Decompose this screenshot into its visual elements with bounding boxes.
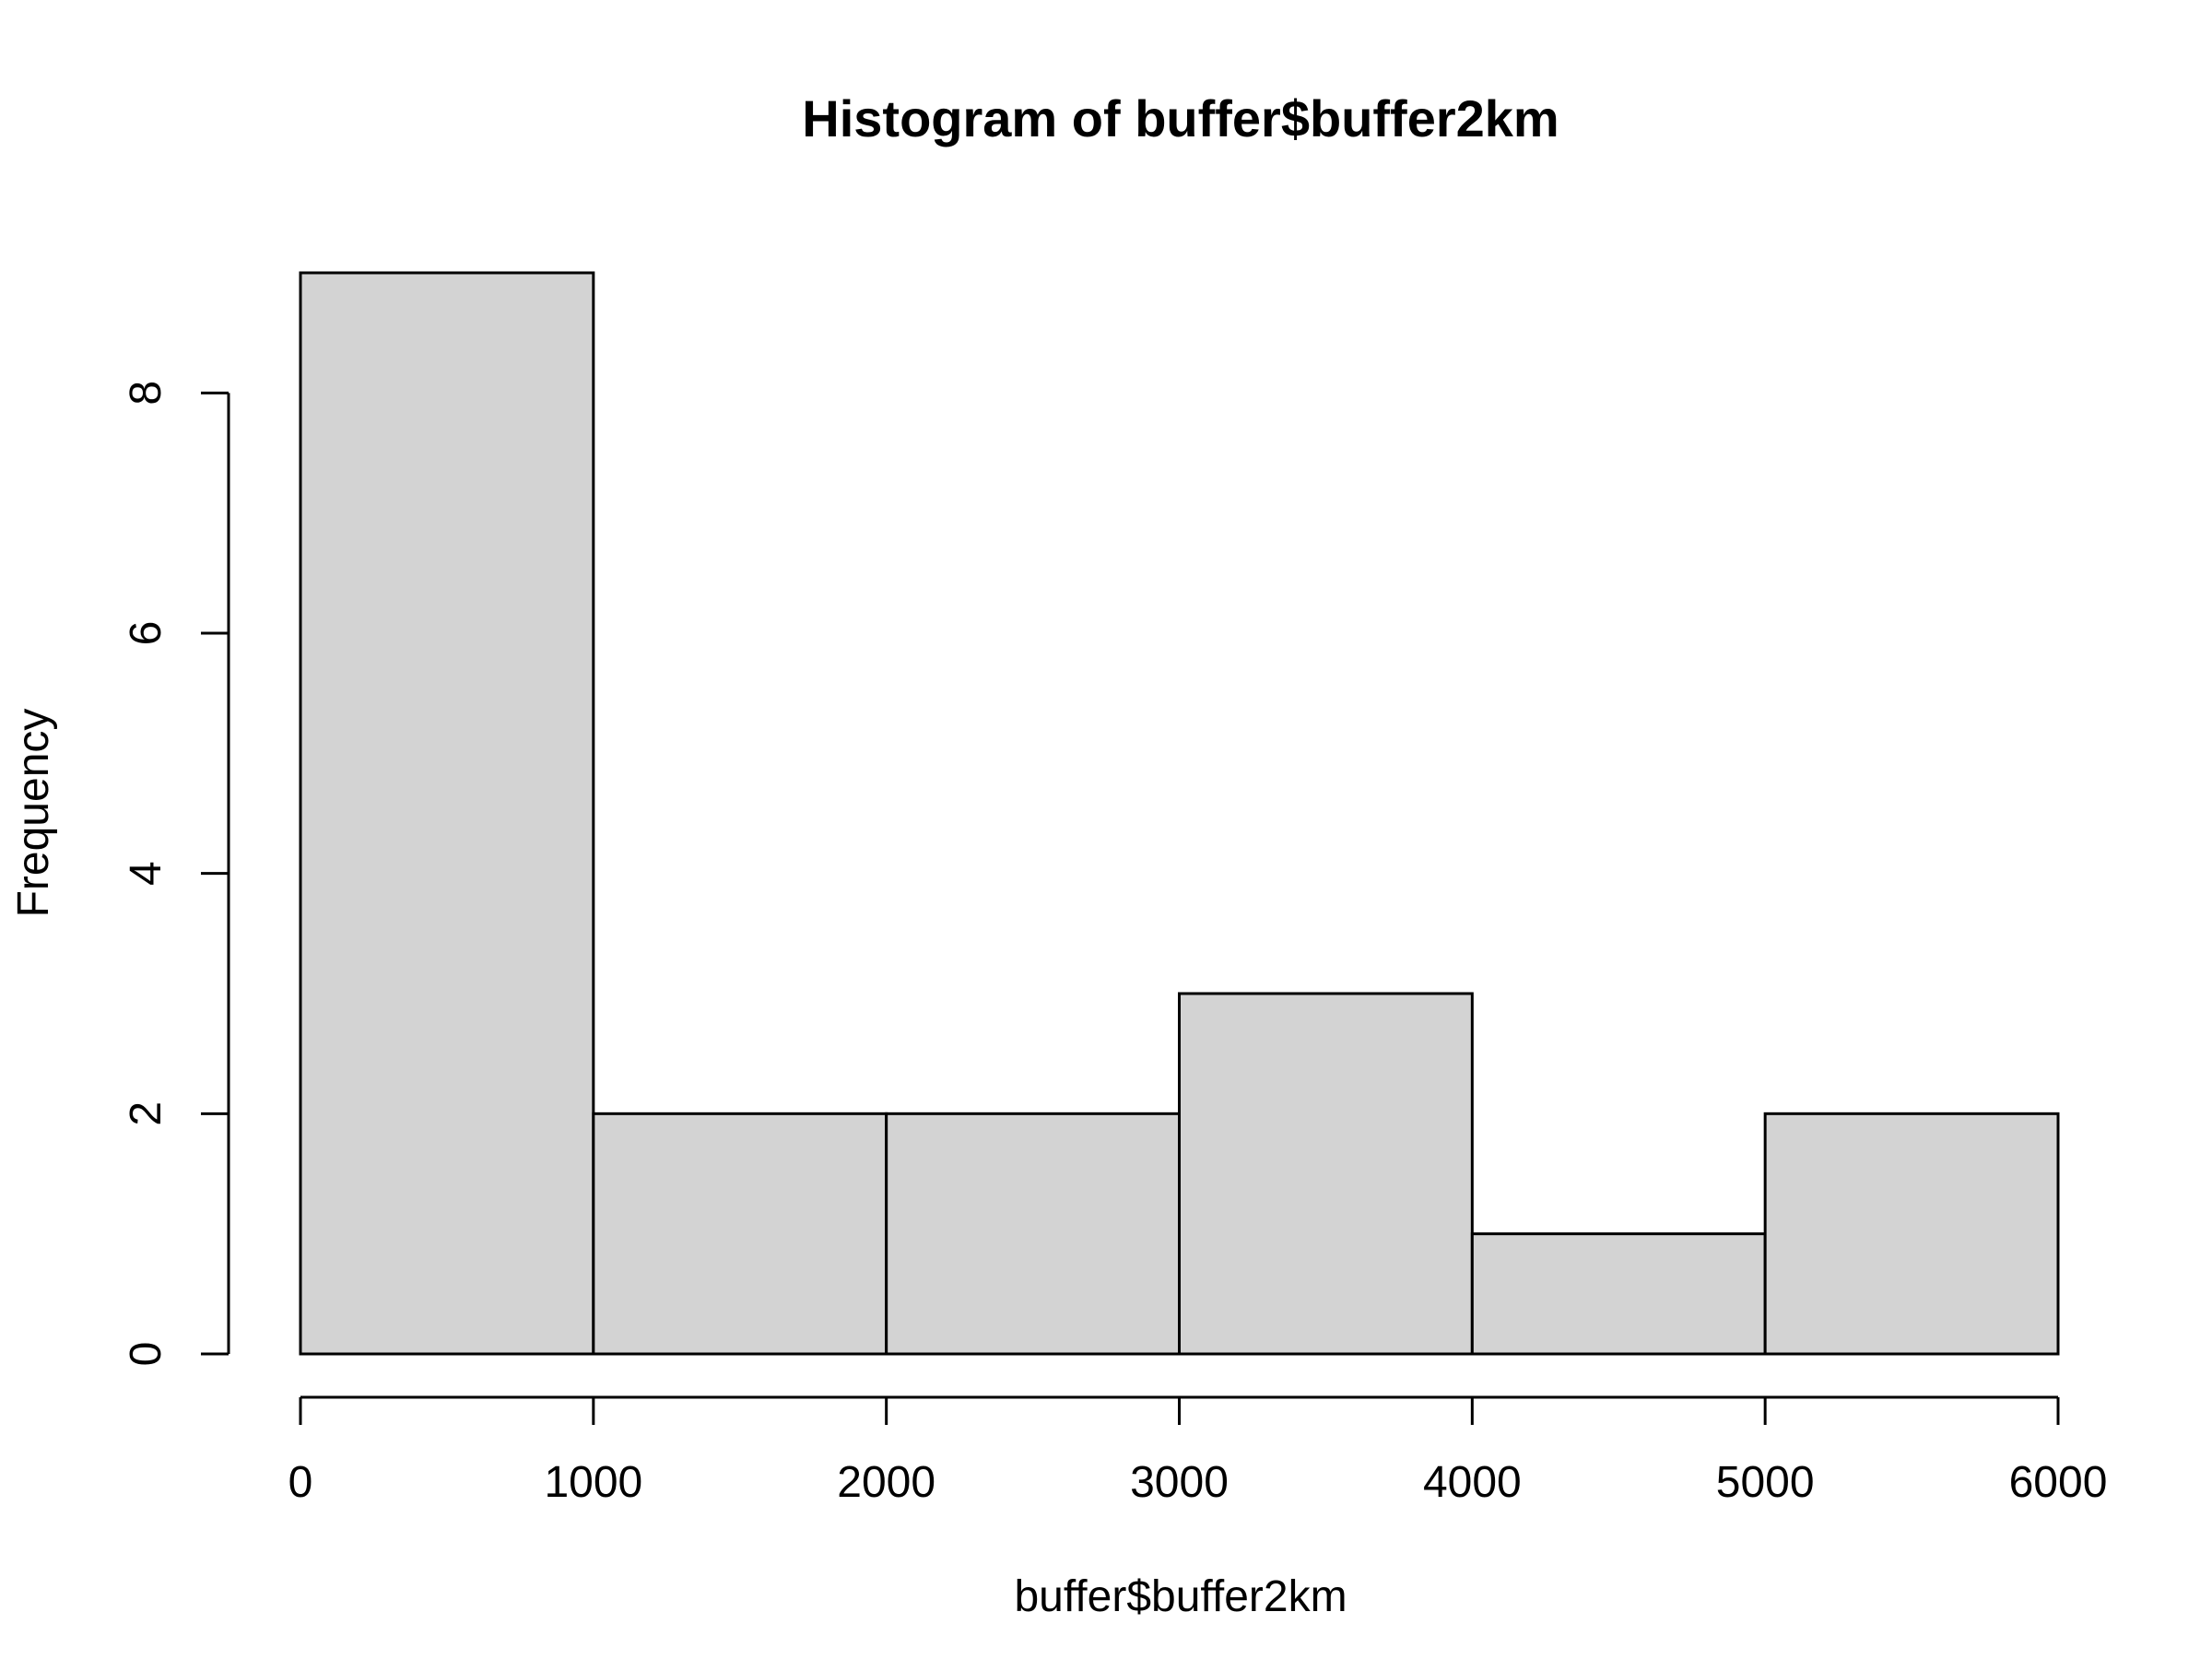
x-tick-label-4: 4000: [1423, 1458, 1522, 1507]
y-tick-label-2: 4: [122, 861, 171, 886]
y-tick-label-4: 8: [122, 381, 171, 406]
histogram-bar-2: [594, 1113, 887, 1354]
y-tick-label-3: 6: [122, 621, 171, 646]
x-axis-label: buffer$buffer2km: [1014, 1572, 1347, 1621]
y-tick-label-0: 0: [122, 1342, 171, 1367]
x-tick-label-6: 6000: [2009, 1458, 2108, 1507]
x-tick-label-1: 1000: [544, 1458, 642, 1507]
histogram-bar-6: [1765, 1113, 2058, 1354]
y-axis-label: Frequency: [9, 709, 58, 918]
bars-group: [300, 273, 2058, 1354]
histogram-bar-5: [1472, 1234, 1765, 1354]
histogram-bar-3: [887, 1113, 1180, 1354]
x-axis: 0 1000 2000 3000 4000 5000 6000: [288, 1397, 2108, 1507]
x-tick-label-5: 5000: [1716, 1458, 1815, 1507]
x-tick-label-2: 2000: [837, 1458, 935, 1507]
y-tick-label-1: 2: [122, 1101, 171, 1126]
histogram-bar-4: [1180, 994, 1473, 1354]
x-tick-label-0: 0: [288, 1458, 313, 1507]
chart-title: Histogram of buffer$buffer2km: [802, 89, 1559, 147]
y-axis: 0 2 4 6 8: [122, 381, 229, 1366]
histogram-bar-1: [300, 273, 594, 1354]
x-tick-label-3: 3000: [1130, 1458, 1229, 1507]
